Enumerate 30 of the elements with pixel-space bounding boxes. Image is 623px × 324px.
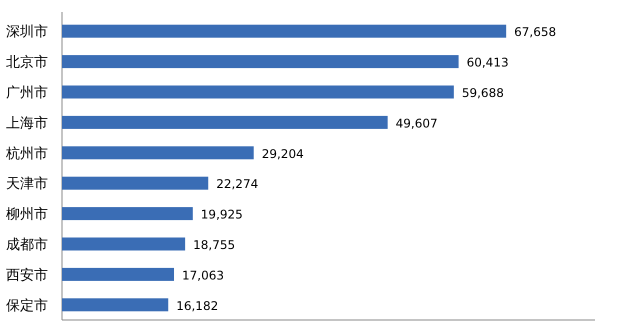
y-tick-label: 成都市: [6, 237, 48, 253]
bar: [62, 238, 186, 250]
y-tick-label: 深圳市: [6, 24, 48, 40]
y-tick-label: 杭州市: [5, 146, 48, 162]
bar: [62, 176, 208, 190]
data-label: 22,274: [216, 177, 258, 192]
y-tick-label: 天津市: [6, 176, 48, 192]
y-tick-label: 柳州市: [6, 206, 48, 223]
y-tick-label: 西安市: [6, 267, 48, 284]
bar: [62, 146, 254, 160]
bar: [62, 86, 454, 98]
data-label: 49,607: [396, 116, 438, 130]
bar: [62, 298, 168, 312]
data-label: 59,688: [462, 86, 504, 100]
bar: [62, 207, 193, 220]
data-label: 67,658: [514, 25, 556, 40]
data-label: 16,182: [176, 298, 218, 313]
data-label: 29,204: [262, 146, 304, 161]
data-label: 17,063: [182, 268, 224, 282]
y-tick-label: 保定市: [6, 298, 48, 314]
data-label: 60,413: [466, 56, 509, 70]
bar: [62, 24, 506, 38]
data-label: 18,755: [193, 238, 236, 252]
y-tick-label: 上海市: [6, 115, 48, 132]
y-tick-label: 广州市: [6, 85, 48, 101]
y-tick-label: 北京市: [6, 54, 48, 71]
data-label: 19,925: [200, 208, 243, 222]
bar: [62, 116, 388, 129]
bar: [62, 268, 174, 281]
bar: [62, 55, 459, 68]
